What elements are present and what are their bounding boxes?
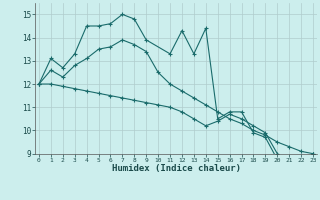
X-axis label: Humidex (Indice chaleur): Humidex (Indice chaleur) (111, 164, 241, 173)
